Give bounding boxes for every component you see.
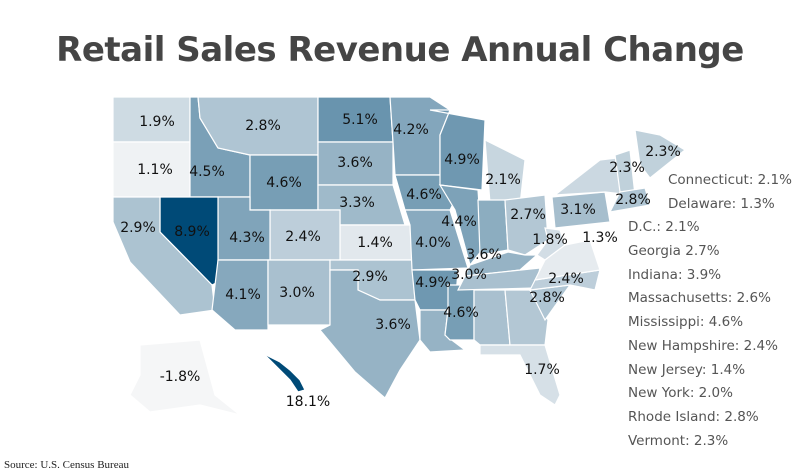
state-value-label-nc: 2.4%	[548, 271, 584, 287]
state-value-label-mi: 2.1%	[485, 172, 521, 188]
small-state-item: Delaware: 1.3%	[668, 195, 775, 212]
state-fl	[479, 344, 561, 406]
state-ak	[129, 339, 241, 416]
small-state-item: Vermont: 2.3%	[628, 432, 729, 449]
state-mo	[404, 209, 469, 271]
state-value-label-tx: 3.6%	[375, 317, 411, 333]
small-state-item: Rhode Island: 2.8%	[628, 408, 759, 425]
state-va	[533, 239, 601, 281]
state-al	[473, 289, 511, 346]
state-value-label-ar: 4.9%	[415, 275, 451, 291]
state-value-label-vt: 2.3%	[609, 160, 645, 176]
state-ri	[608, 187, 651, 213]
state-value-label-sc: 2.8%	[529, 290, 565, 306]
state-tx	[319, 269, 421, 399]
state-value-label-or: 1.1%	[137, 162, 173, 178]
state-value-label-wv: 1.8%	[532, 232, 568, 248]
state-value-label-pa: 3.1%	[560, 202, 596, 218]
state-oh	[504, 194, 549, 256]
state-value-label-oh: 2.7%	[510, 207, 546, 223]
small-state-item: Massachusetts: 2.6%	[628, 290, 771, 307]
state-value-label-il: 4.4%	[441, 214, 477, 230]
state-value-label-fl: 1.7%	[524, 362, 560, 378]
state-me	[634, 129, 687, 179]
state-value-label-ia: 4.6%	[406, 187, 442, 203]
state-value-label-tn: 3.0%	[451, 267, 487, 283]
state-value-label-ri: 2.8%	[615, 192, 651, 208]
state-value-label-ok: 2.9%	[352, 269, 388, 285]
state-value-label-me: 2.3%	[645, 144, 681, 160]
state-value-label-wy: 4.6%	[266, 175, 302, 191]
small-state-item: New York: 2.0%	[628, 385, 733, 402]
state-value-label-ne: 3.3%	[339, 195, 375, 211]
state-value-label-ak: -1.8%	[160, 369, 201, 385]
state-il	[438, 184, 483, 267]
state-value-label-sd: 3.6%	[337, 155, 373, 171]
state-value-label-co: 2.4%	[285, 229, 321, 245]
map-title: Retail Sales Revenue Annual Change	[56, 30, 744, 70]
state-value-label-va: 1.3%	[582, 230, 618, 246]
small-state-item: New Hampshire: 2.4%	[628, 337, 778, 354]
state-value-label-ca: 2.9%	[120, 220, 156, 236]
state-value-label-az: 4.1%	[225, 287, 261, 303]
state-value-label-ms: 4.6%	[443, 305, 479, 321]
state-value-label-nm: 3.0%	[279, 285, 315, 301]
state-pa	[551, 191, 611, 229]
state-value-label-ks: 1.4%	[357, 235, 393, 251]
state-value-label-ky: 3.6%	[466, 247, 502, 263]
state-value-label-nv: 8.9%	[174, 224, 210, 240]
state-value-label-hi: 18.1%	[286, 394, 330, 410]
state-hi	[261, 351, 306, 393]
small-state-item: Indiana: 3.9%	[628, 266, 722, 283]
source-note: Source: U.S. Census Bureau	[4, 459, 129, 471]
small-state-item: Mississippi: 4.6%	[628, 314, 744, 331]
small-state-item: Connecticut: 2.1%	[668, 172, 792, 188]
small-state-item: Georgia 2.7%	[628, 243, 720, 260]
state-value-label-mn: 4.2%	[393, 122, 429, 138]
state-value-label-nd: 5.1%	[342, 112, 378, 128]
state-value-label-wa: 1.9%	[139, 114, 175, 130]
state-value-label-wi: 4.9%	[444, 152, 480, 168]
state-value-label-mt: 2.8%	[245, 118, 281, 134]
small-state-item: New Jersey: 1.4%	[628, 361, 746, 378]
state-value-label-mo: 4.0%	[415, 235, 451, 251]
small-states-list: Connecticut: 2.1% Delaware: 1.3% D.C.: 2.1…	[628, 172, 792, 456]
small-state-item: D.C.: 2.1%	[628, 219, 700, 236]
state-value-label-id: 4.5%	[189, 164, 225, 180]
state-value-label-ut: 4.3%	[229, 230, 265, 246]
